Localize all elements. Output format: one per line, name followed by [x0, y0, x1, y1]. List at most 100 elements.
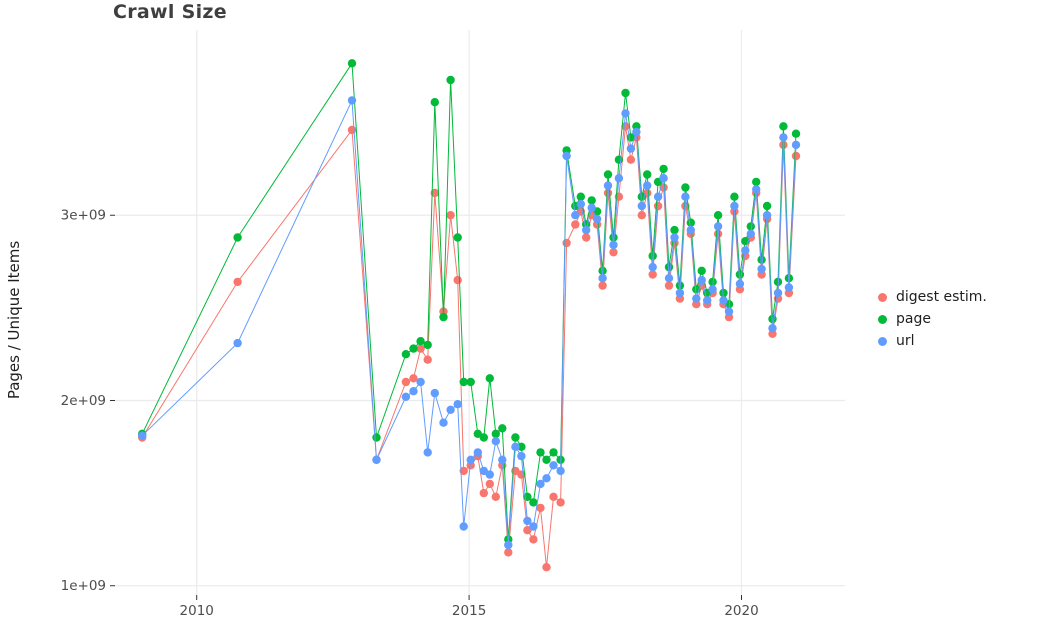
data-point [582, 225, 591, 235]
data-point [621, 109, 630, 118]
data-point [697, 266, 706, 275]
data-point [562, 151, 571, 161]
data-point [498, 424, 507, 433]
data-point [233, 338, 242, 348]
data-point [670, 225, 679, 235]
data-point [762, 211, 772, 220]
data-point [713, 222, 723, 231]
data-point [479, 488, 488, 498]
data-point [485, 374, 494, 383]
data-point [762, 201, 772, 211]
series-points-page [138, 59, 801, 544]
data-point [517, 451, 526, 461]
data-point [730, 192, 739, 201]
data-point [587, 196, 596, 205]
data-point [233, 277, 242, 287]
data-point [653, 192, 663, 201]
data-point [523, 526, 532, 535]
data-point [675, 288, 685, 298]
data-point [439, 418, 448, 427]
y-tick-label: 1e+09 [61, 578, 106, 594]
data-point [571, 211, 580, 220]
data-point [473, 429, 482, 438]
y-tick-label: 2e+09 [61, 393, 106, 409]
data-point [587, 203, 596, 212]
data-point [556, 466, 565, 476]
data-point [779, 122, 788, 131]
data-point [536, 503, 545, 513]
data-point [664, 274, 674, 283]
data-point [626, 144, 636, 153]
series-line-url [141, 98, 797, 546]
data-point [603, 170, 613, 179]
series-points-url [138, 96, 801, 550]
data-point [614, 155, 624, 164]
data-point [686, 218, 695, 227]
data-point [697, 275, 706, 285]
data-point [401, 392, 411, 401]
data-point [664, 281, 674, 290]
data-point [791, 140, 801, 150]
data-point [430, 98, 439, 107]
data-point [741, 246, 750, 255]
data-point [233, 233, 242, 242]
data-point [752, 177, 761, 187]
legend-item-digest-estim: digest estim. [878, 286, 987, 308]
data-point [757, 255, 766, 264]
data-point [453, 400, 462, 409]
data-point [746, 222, 755, 231]
data-point [592, 214, 602, 224]
data-point [576, 192, 585, 201]
data-point [485, 479, 494, 489]
data-point [773, 288, 783, 298]
data-point [746, 229, 755, 238]
data-point [549, 448, 558, 457]
data-point [643, 170, 652, 179]
data-point [614, 174, 624, 183]
url-point-icon [878, 336, 887, 346]
data-point [511, 433, 520, 442]
data-point [692, 294, 701, 303]
data-point [598, 281, 607, 290]
data-point [757, 264, 766, 274]
data-point [459, 466, 468, 476]
data-point [648, 270, 657, 279]
data-point [576, 199, 585, 209]
data-point [659, 164, 668, 174]
data-point [542, 474, 551, 483]
data-point [347, 125, 357, 135]
data-point [609, 233, 618, 242]
data-point [791, 151, 801, 161]
data-point [347, 96, 357, 105]
data-point [556, 498, 565, 507]
data-point [466, 455, 475, 464]
data-point [372, 455, 381, 464]
data-point [598, 274, 607, 283]
data-point [542, 563, 551, 572]
data-point [779, 133, 788, 142]
data-point [529, 522, 538, 531]
data-point [529, 535, 538, 544]
data-point [138, 431, 147, 440]
data-point [446, 75, 455, 85]
data-point [459, 522, 468, 531]
data-point [401, 377, 411, 387]
data-point [409, 387, 418, 396]
data-point [491, 429, 500, 438]
data-point [372, 433, 381, 442]
data-point [409, 344, 418, 353]
data-point [409, 374, 418, 383]
data-point [416, 337, 425, 346]
legend-label-url: url [896, 333, 915, 349]
x-tick-label: 2015 [452, 603, 486, 619]
data-point [459, 377, 468, 387]
data-point [719, 288, 728, 298]
data-point [491, 437, 500, 446]
legend-label-digest-estim: digest estim. [896, 289, 987, 305]
x-tick-label: 2010 [180, 603, 214, 619]
data-point [536, 479, 545, 489]
data-point [473, 448, 482, 457]
data-point [603, 181, 613, 190]
data-point [719, 296, 728, 305]
